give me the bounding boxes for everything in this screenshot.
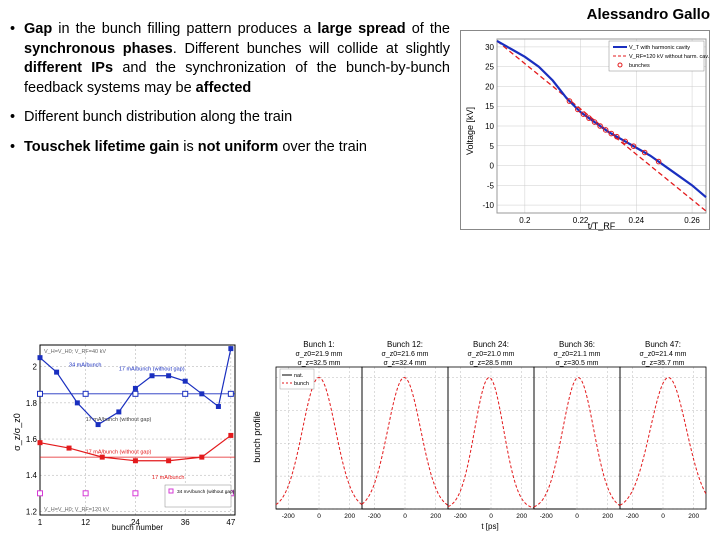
svg-text:0: 0: [575, 513, 579, 520]
svg-text:17 mA/bunch: 17 mA/bunch: [152, 475, 184, 481]
svg-text:0.26: 0.26: [684, 216, 700, 225]
svg-text:1.4: 1.4: [26, 471, 38, 480]
svg-text:36: 36: [181, 518, 190, 527]
svg-text:34 mA/bunch: 34 mA/bunch: [69, 363, 101, 369]
svg-text:σ_z=30.5 mm: σ_z=30.5 mm: [555, 360, 598, 367]
sigma-ratio-chart: 1.21.41.61.82112243647σ_z/σ_z0bunch numb…: [10, 337, 245, 532]
svg-text:bunch: bunch: [294, 381, 309, 387]
text: affected: [196, 80, 252, 96]
svg-text:1.8: 1.8: [26, 399, 38, 408]
svg-text:-200: -200: [368, 513, 381, 520]
svg-text:nat.: nat.: [294, 373, 304, 379]
svg-text:σ_z/σ_z0: σ_z/σ_z0: [12, 413, 22, 451]
text: is: [179, 139, 198, 155]
svg-text:σ_z0=21.0 mm: σ_z0=21.0 mm: [468, 351, 515, 358]
text: different IPs: [24, 60, 113, 76]
svg-text:-200: -200: [454, 513, 467, 520]
svg-text:0.22: 0.22: [573, 216, 589, 225]
svg-text:15: 15: [485, 102, 494, 111]
voltage-chart: -10 -5 0 5 10 15 20 25 30 0.2 0.22 0.24 0.26 Voltage …: [460, 30, 710, 230]
svg-text:47: 47: [226, 518, 235, 527]
text: in the bunch filling pattern produces a: [52, 21, 317, 37]
svg-text:0: 0: [403, 513, 407, 520]
text: . Different bunches will collide at slig…: [173, 41, 450, 57]
svg-text:V_T with harmonic cavity: V_T with harmonic cavity: [629, 45, 690, 51]
svg-text:bunches: bunches: [629, 63, 650, 69]
svg-text:0: 0: [489, 513, 493, 520]
svg-text:bunch number: bunch number: [112, 523, 163, 532]
svg-text:2: 2: [33, 363, 38, 372]
svg-text:-200: -200: [540, 513, 553, 520]
text: of the: [406, 21, 450, 37]
svg-text:17 mA/bunch (without gap): 17 mA/bunch (without gap): [86, 417, 152, 423]
svg-text:Bunch 36:: Bunch 36:: [559, 340, 595, 349]
svg-text:5: 5: [490, 142, 495, 151]
svg-text:34 mA/bunch (without gap): 34 mA/bunch (without gap): [177, 489, 235, 495]
svg-text:σ_z0=21.1 mm: σ_z0=21.1 mm: [554, 351, 601, 358]
svg-text:σ_z=32.5 mm: σ_z=32.5 mm: [297, 360, 340, 367]
svg-text:Bunch 24:: Bunch 24:: [473, 340, 509, 349]
svg-text:Bunch 1:: Bunch 1:: [303, 340, 335, 349]
svg-text:200: 200: [344, 513, 355, 520]
svg-text:17 mA/bunch (without gap): 17 mA/bunch (without gap): [119, 366, 185, 372]
svg-text:t/T_RF: t/T_RF: [588, 221, 616, 231]
svg-text:200: 200: [688, 513, 699, 520]
svg-text:V_H=V_H0; V_RF=40 kV: V_H=V_H0; V_RF=40 kV: [44, 349, 106, 355]
svg-text:σ_z=32.4 mm: σ_z=32.4 mm: [383, 360, 426, 367]
svg-text:200: 200: [430, 513, 441, 520]
svg-text:σ_z0=21.4 mm: σ_z0=21.4 mm: [640, 351, 687, 358]
svg-text:17 mA/bunch (without gap): 17 mA/bunch (without gap): [86, 450, 152, 456]
bullet-1: Gap in the bunch filling pattern produce…: [10, 20, 450, 98]
svg-text:1.2: 1.2: [26, 507, 38, 516]
text: over the train: [278, 139, 367, 155]
svg-text:0.2: 0.2: [519, 216, 531, 225]
svg-text:0.24: 0.24: [629, 216, 645, 225]
svg-text:V_RF=120 kV without harm. cav.: V_RF=120 kV without harm. cav.: [629, 54, 710, 60]
bullet-3: Touschek lifetime gain is not uniform ov…: [10, 138, 450, 158]
svg-text:V_H=V_H0; V_RF=120 kV: V_H=V_H0; V_RF=120 kV: [44, 507, 109, 513]
svg-text:Bunch 47:: Bunch 47:: [645, 340, 681, 349]
svg-text:-10: -10: [482, 201, 494, 210]
svg-text:20: 20: [485, 82, 494, 91]
bullet-2: Different bunch distribution along the t…: [10, 108, 450, 128]
svg-text:200: 200: [602, 513, 613, 520]
svg-text:σ_z=35.7 mm: σ_z=35.7 mm: [641, 360, 684, 367]
text: Gap: [24, 21, 52, 37]
svg-text:200: 200: [516, 513, 527, 520]
text: not uniform: [198, 139, 279, 155]
svg-text:Bunch 12:: Bunch 12:: [387, 340, 423, 349]
svg-text:0: 0: [490, 162, 495, 171]
svg-text:σ_z0=21.9 mm: σ_z0=21.9 mm: [296, 351, 343, 358]
svg-text:-200: -200: [626, 513, 639, 520]
svg-text:0: 0: [661, 513, 665, 520]
svg-text:12: 12: [81, 518, 90, 527]
svg-text:10: 10: [485, 122, 494, 131]
svg-text:1: 1: [38, 518, 43, 527]
text: large spread: [317, 21, 405, 37]
bunch-profile-chart: bunch profile -200 0 200 Bunch 1: σ_z0=21.9 m…: [250, 337, 710, 532]
svg-text:bunch profile: bunch profile: [252, 411, 262, 463]
svg-text:-5: -5: [487, 181, 495, 190]
svg-text:0: 0: [317, 513, 321, 520]
svg-text:t [ps]: t [ps]: [481, 522, 498, 531]
bullet-list: Gap in the bunch filling pattern produce…: [10, 20, 450, 157]
svg-text:-200: -200: [282, 513, 295, 520]
text: synchronous phases: [24, 41, 173, 57]
svg-text:σ_z=28.5 mm: σ_z=28.5 mm: [469, 360, 512, 367]
svg-text:1.6: 1.6: [26, 435, 38, 444]
svg-text:25: 25: [485, 63, 494, 72]
svg-text:σ_z0=21.6 mm: σ_z0=21.6 mm: [382, 351, 429, 358]
text: Touschek lifetime gain: [24, 139, 179, 155]
svg-text:30: 30: [485, 43, 494, 52]
svg-text:Voltage [kV]: Voltage [kV]: [465, 107, 475, 155]
